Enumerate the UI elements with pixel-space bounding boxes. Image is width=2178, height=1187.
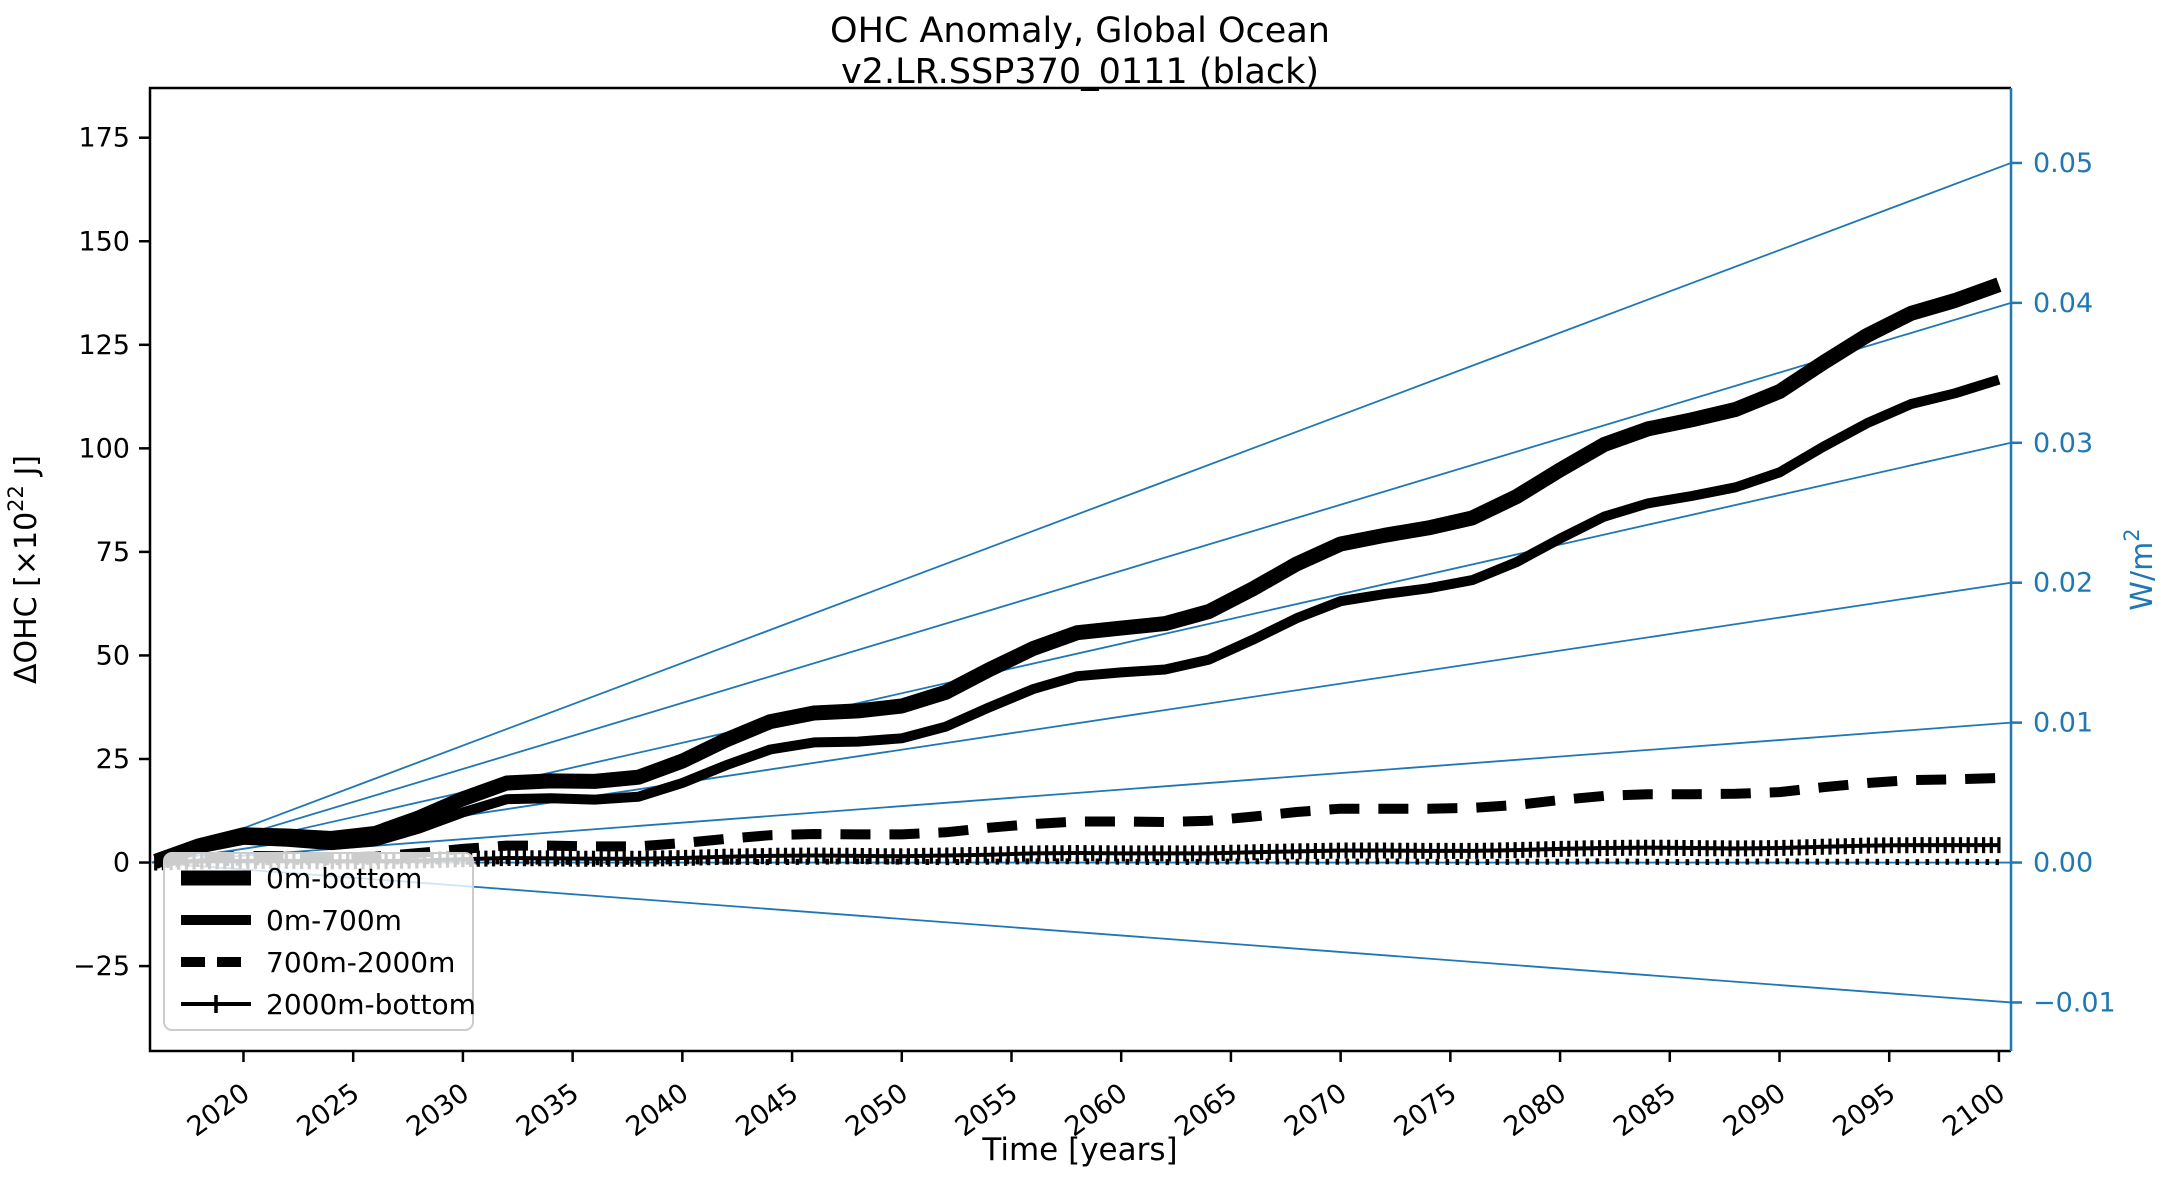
- y-left-tick-label: 125: [78, 330, 130, 361]
- y-left-tick-label: 50: [96, 640, 130, 671]
- y-left-tick-label: 100: [78, 433, 130, 464]
- y-right-tick-label: 0.03: [2033, 428, 2093, 459]
- series-dotted-unlabeled-a: [155, 858, 1999, 867]
- y-left-tick-label: 150: [78, 226, 130, 257]
- series-0m-700m: [154, 374, 2001, 867]
- y-right-tick-label: 0.01: [2033, 708, 2093, 739]
- series-dotted-unlabeled-b: [155, 860, 1999, 869]
- chart-title-line2: v2.LR.SSP370_0111 (black): [841, 52, 1319, 92]
- y-right-tick-label: 0.02: [2033, 568, 2093, 599]
- y-right-tick-label: 0.04: [2033, 288, 2093, 319]
- legend-item-label: 700m-2000m: [266, 946, 455, 979]
- y-left-tick-label: 75: [96, 537, 130, 568]
- legend-item-label: 0m-700m: [266, 904, 402, 937]
- y-axis-left: 175 150 125 100 75 50 25 0 −25: [73, 123, 150, 982]
- plot-border: [148, 86, 2013, 1053]
- y-left-tick-label: 175: [78, 123, 130, 154]
- legend-box: [163, 852, 474, 1031]
- legend-item-label: 0m-bottom: [266, 862, 422, 895]
- y-axis-right-title: W/m2: [2120, 528, 2160, 610]
- y-right-tick-label: −0.01: [2033, 987, 2116, 1018]
- y-left-tick-label: −25: [73, 951, 130, 982]
- y-right-tick-label: 0.05: [2033, 148, 2093, 179]
- series-0m-bottom: [153, 277, 2002, 869]
- legend-item-label: 2000m-bottom: [266, 988, 476, 1021]
- reference-line-0.01: [151, 721, 2012, 864]
- chart-title-line1: OHC Anomaly, Global Ocean: [830, 11, 1330, 51]
- reference-line-0.05: [151, 162, 2012, 864]
- legend: 0m-bottom 0m-700m 700m-2000m 2000m-bottom: [163, 852, 476, 1031]
- y-left-tick-label: 0: [113, 848, 130, 879]
- spines-black: [148, 86, 2011, 1053]
- reference-line-0.04: [151, 302, 2012, 864]
- series-700m-2000m: [155, 773, 2000, 868]
- axis-titles: ΔOHC [×1022 J] W/m2: [4, 455, 2160, 684]
- y-axis-right: 0.05 0.04 0.03 0.02 0.01 0.00 −0.01: [2011, 148, 2116, 1018]
- y-left-tick-label: 25: [96, 744, 130, 775]
- y-axis-left-title: ΔOHC [×1022 J]: [4, 455, 44, 684]
- y-right-tick-label: 0.00: [2033, 848, 2093, 879]
- x-axis-title: Time [years]: [981, 1132, 1177, 1168]
